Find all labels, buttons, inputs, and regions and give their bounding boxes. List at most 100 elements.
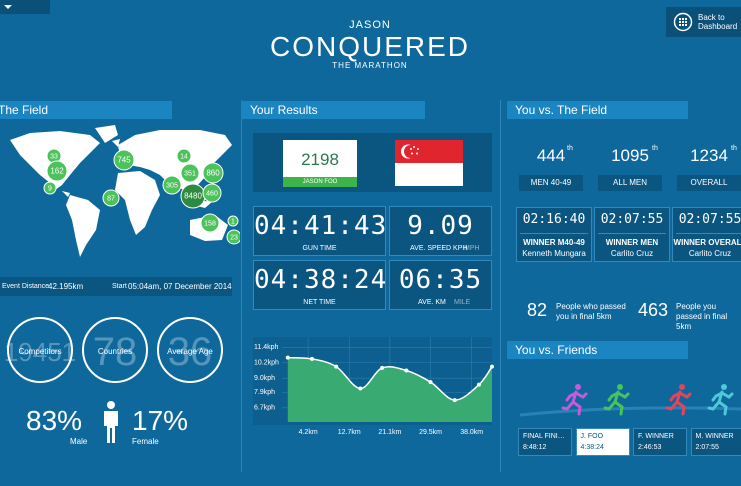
bubble-label: 9	[48, 185, 52, 192]
stat-circle	[157, 317, 223, 383]
map-bubble	[200, 213, 220, 233]
ave-pace-label: AVE. KM	[418, 299, 446, 306]
world-map: 33 162 745 14 351 860 305 8480 460 87 9 158 1 23	[10, 125, 240, 257]
menu-tab[interactable]	[0, 0, 50, 14]
speed-point	[490, 364, 494, 369]
map-bubble	[176, 148, 192, 164]
bubble-label: 158	[204, 220, 216, 227]
rank-label: MEN 40-49	[519, 175, 583, 191]
y-tick-label: 10.2kph	[254, 360, 279, 367]
x-tick-label: 38.0km	[460, 429, 483, 436]
back-label: Back to	[698, 13, 725, 22]
friend-box	[633, 428, 687, 456]
friend-time: 8:48:12	[523, 444, 547, 451]
winner-divider	[676, 233, 741, 234]
friend-time: 2:46:53	[638, 444, 662, 451]
back-icon	[673, 12, 693, 32]
bubble-label: 23	[230, 234, 238, 241]
speed-point	[452, 398, 457, 403]
speed-point	[404, 368, 409, 373]
panel-title: You vs. The Field	[515, 103, 608, 117]
map-bubble	[102, 189, 120, 207]
bib-number: 2198	[301, 150, 339, 169]
net-time-label: NET TIME	[303, 299, 336, 306]
speed-point	[476, 382, 481, 387]
panel-header: You vs. The Field	[507, 101, 688, 119]
pace-box: 06:35 AVE. KM MILE	[389, 260, 492, 310]
x-tick-label: 29.5km	[419, 429, 442, 436]
x-tick-label: 12.7km	[338, 429, 361, 436]
bubble-label: 8480	[184, 192, 202, 201]
passed-label: People who passed you in final 5km	[556, 302, 626, 321]
passed-count: 82	[527, 300, 548, 320]
friend-box	[518, 428, 572, 456]
stat-label: Average Age	[167, 347, 213, 356]
bubble-label: 860	[206, 169, 220, 178]
ave-speed: 9.09	[407, 211, 474, 241]
bubble-label: 305	[166, 182, 178, 189]
stat-value: 19451	[3, 337, 77, 367]
map-bubble	[202, 162, 224, 184]
panel-header: Your Results	[241, 101, 425, 119]
map-bubble	[226, 229, 240, 245]
bib-box: 2198 JASON FOO	[253, 133, 492, 192]
bubble-label: 162	[50, 167, 64, 176]
rank-suffix: th	[731, 145, 737, 152]
back-button[interactable]: Back to Dashboard	[666, 7, 741, 37]
winner-box	[594, 207, 670, 262]
male-pct: 83%	[26, 405, 83, 436]
stat-circle	[82, 317, 148, 383]
runner-icon	[707, 384, 734, 416]
bubble-label: 33	[50, 153, 58, 160]
bubble-label: 87	[107, 195, 115, 202]
stat-circle	[7, 317, 73, 383]
y-tick-label: 9.0kph	[254, 375, 275, 382]
distance-label: Event Distance	[2, 283, 50, 290]
map-bubble	[227, 215, 239, 227]
speed-box: 9.09 AVE. SPEED KPH MPH	[389, 206, 492, 256]
distance-value: 42.195km	[48, 282, 84, 291]
friend-box	[690, 428, 741, 456]
y-tick-label: 6.7kph	[254, 405, 275, 412]
friend-time: 4:38:24	[580, 444, 604, 451]
y-tick-label: 7.9kph	[254, 389, 275, 396]
alt-unit: MPH	[464, 245, 480, 252]
panel-title: The Field	[0, 103, 49, 117]
winner-box	[516, 207, 592, 262]
female-label: Female	[132, 437, 159, 446]
map-bubble	[43, 181, 57, 195]
winner-time: 02:16:40	[522, 212, 586, 227]
rank-label: OVERALL	[677, 175, 741, 191]
gun-time-label: GUN TIME	[302, 245, 337, 252]
rank-value: 1234	[690, 146, 728, 165]
start-label: Start	[112, 283, 127, 290]
event-bar: Event Distance 42.195km Start 05:04am, 0…	[0, 277, 232, 296]
runner-icon	[603, 384, 630, 416]
speed-point	[334, 364, 339, 369]
rank-label: ALL MEN	[598, 175, 662, 191]
runner-icon	[561, 384, 588, 416]
person-icon	[104, 401, 118, 443]
bubble-label: 460	[206, 190, 218, 197]
runners-track	[519, 384, 741, 417]
winner-divider	[520, 233, 588, 234]
friend-name: FINAL FINI…	[523, 433, 565, 440]
winner-label: WINNER M40-49	[523, 238, 585, 247]
winner-time: 02:07:55	[678, 212, 741, 227]
friend-time: 2:07:55	[695, 444, 719, 451]
winner-label: WINNER MEN	[605, 238, 659, 247]
x-tick-label: 4.2km	[299, 429, 318, 436]
header-title: CONQUERED	[269, 31, 470, 62]
bib-name: JASON FOO	[283, 177, 357, 187]
passed-count: 463	[638, 300, 669, 320]
male-label: Male	[70, 437, 88, 446]
ave-pace: 06:35	[398, 265, 483, 295]
net-time: 04:38:24	[254, 265, 388, 295]
speed-point	[358, 386, 363, 391]
divider	[500, 100, 501, 472]
panel-header: You vs. Friends	[507, 341, 688, 359]
winner-time: 02:07:55	[600, 212, 664, 227]
divider	[241, 100, 242, 472]
header-name: JASON	[349, 19, 391, 31]
